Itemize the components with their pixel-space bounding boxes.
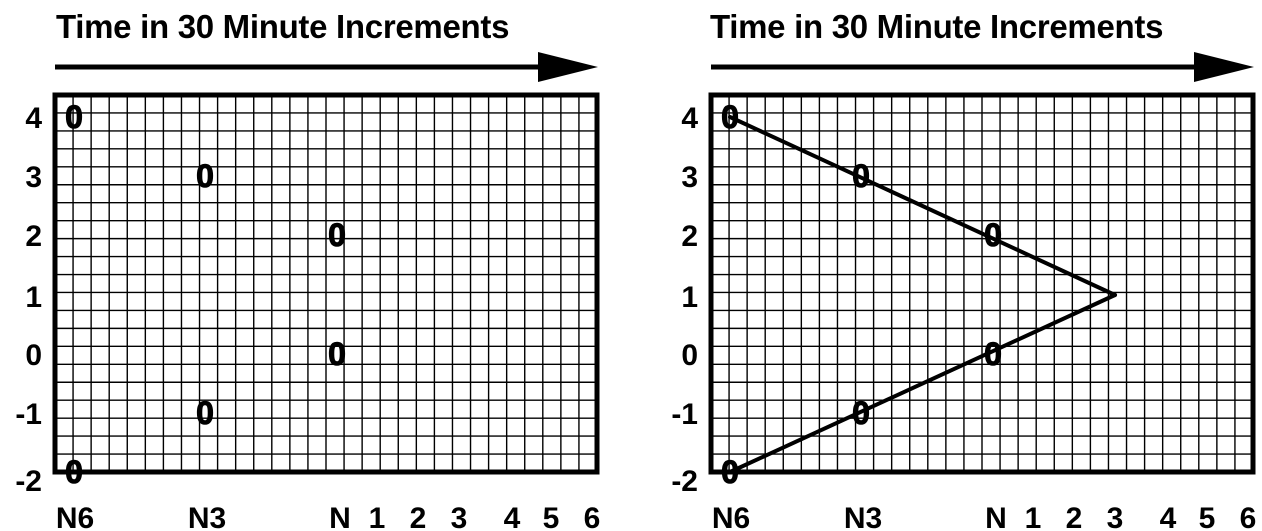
x-tick-label: 4 (1160, 502, 1177, 531)
title-arrow-head (1194, 52, 1254, 82)
data-point: 0 (984, 217, 1002, 253)
x-tick-label: 2 (1066, 502, 1083, 531)
x-tick-label: N6 (56, 502, 94, 531)
y-tick-label: 4 (681, 102, 698, 135)
data-point: 0 (196, 395, 214, 431)
x-tick-label: N (329, 502, 351, 531)
x-tick-label: 4 (504, 502, 521, 531)
x-tick-label: 1 (369, 502, 386, 531)
y-tick-label: 3 (681, 161, 698, 194)
x-tick-label: N3 (844, 502, 882, 531)
series-line (728, 115, 1117, 297)
x-tick-label: 6 (1240, 502, 1257, 531)
y-tick-label: 3 (25, 161, 42, 194)
title-arrow-head (538, 52, 598, 82)
data-point: 0 (328, 217, 346, 253)
data-point: 0 (65, 99, 83, 135)
data-point: 0 (852, 158, 870, 194)
series-line (728, 293, 1117, 474)
y-tick-label: 2 (681, 220, 698, 253)
data-point: 0 (984, 336, 1002, 372)
data-point: 0 (196, 158, 214, 194)
data-point: 0 (328, 336, 346, 372)
y-tick-label: -2 (671, 465, 698, 498)
data-point: 0 (721, 99, 739, 135)
y-tick-label: 2 (25, 220, 42, 253)
plot-frame (52, 92, 600, 475)
x-tick-label: 6 (584, 502, 601, 531)
x-tick-label: N6 (712, 502, 750, 531)
plot-frame (708, 92, 1256, 475)
x-tick-label: 5 (543, 502, 560, 531)
y-tick-label: 4 (25, 102, 42, 135)
x-tick-label: 1 (1025, 502, 1042, 531)
x-tick-label: 2 (410, 502, 427, 531)
x-tick-label: N (985, 502, 1007, 531)
grid (711, 95, 1253, 472)
y-tick-label: 0 (25, 339, 42, 372)
grid (55, 95, 597, 472)
x-tick-label: 5 (1199, 502, 1216, 531)
y-tick-label: 1 (681, 281, 698, 314)
y-tick-label: -1 (671, 398, 698, 431)
y-tick-label: -2 (15, 465, 42, 498)
y-tick-label: -1 (15, 398, 42, 431)
x-tick-label: N3 (188, 502, 226, 531)
panel-title: Time in 30 Minute Increments (710, 8, 1164, 45)
panel-title: Time in 30 Minute Increments (56, 8, 510, 45)
y-tick-label: 1 (25, 281, 42, 314)
x-tick-label: 3 (451, 502, 468, 531)
left-panel: Time in 30 Minute Increments N6 N3 N 1 2 3 4 5 6… (15, 8, 601, 531)
data-point: 0 (65, 454, 83, 490)
y-tick-label: 0 (681, 339, 698, 372)
data-point: 0 (721, 454, 739, 490)
right-panel: Time in 30 Minute Increments N6 N3 N 1 2 3 4 5 6… (656, 0, 1262, 531)
x-tick-label: 3 (1107, 502, 1124, 531)
data-point: 0 (852, 395, 870, 431)
